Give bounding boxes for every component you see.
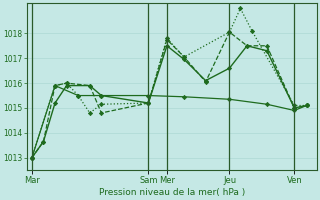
- X-axis label: Pression niveau de la mer( hPa ): Pression niveau de la mer( hPa ): [99, 188, 245, 197]
